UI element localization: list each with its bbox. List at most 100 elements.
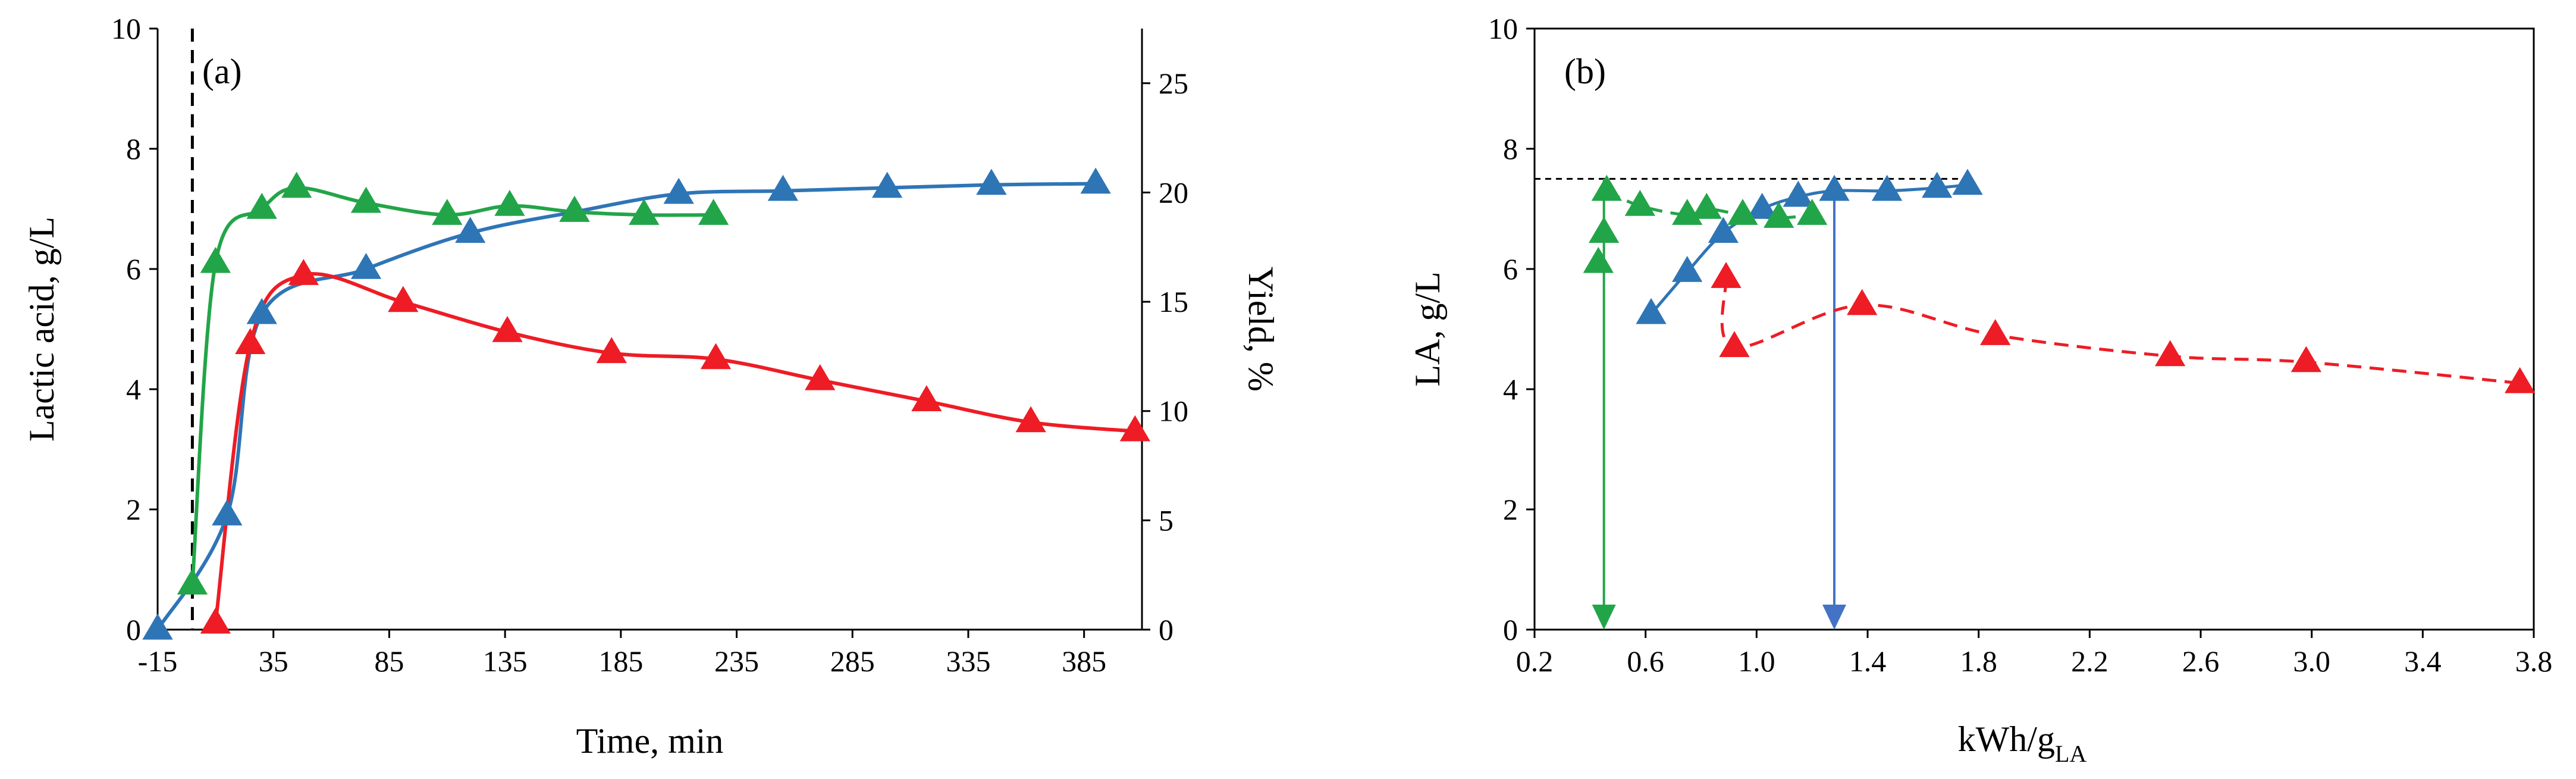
series-red-point	[700, 343, 732, 370]
series-green-point	[494, 189, 525, 216]
series-red-point	[596, 337, 627, 364]
x-tick-label: 285	[830, 645, 875, 678]
series-green-point	[432, 199, 463, 225]
series-red-point	[200, 607, 231, 634]
series-red-point	[1711, 262, 1742, 288]
series-red-point	[2291, 346, 2321, 373]
series-blue-point	[976, 168, 1007, 195]
x-tick-label: -15	[138, 645, 178, 678]
series-green-point	[559, 196, 590, 222]
series-red-point	[911, 385, 942, 411]
x-axis-title-b: kWh/gLA	[1958, 719, 2087, 767]
x-axis-title-subscript: LA	[2055, 740, 2086, 767]
series-blue-point	[1819, 174, 1850, 201]
x-tick-label: 3.0	[2293, 645, 2330, 678]
series-blue-point	[1080, 167, 1111, 194]
series-red-point	[1847, 289, 1878, 315]
series-green-point	[1583, 246, 1614, 273]
series-red-point	[1119, 415, 1150, 442]
plot-frame-b	[1533, 27, 2535, 631]
series-blue-point	[212, 499, 243, 525]
series-green-point	[281, 171, 312, 198]
series-blue-point	[1872, 174, 1903, 201]
x-tick-label: 335	[946, 645, 990, 678]
series-blue-point	[1922, 171, 1953, 198]
x-axis-title-main: kWh/g	[1958, 719, 2055, 759]
y-tick-label: 8	[1503, 132, 1518, 165]
y-tick-label: 0	[126, 613, 141, 646]
y2-axis-title: Yield, %	[1241, 267, 1281, 392]
y-tick-label: 6	[126, 252, 141, 286]
panel-b: 0.2 0.6 1.0 1.4 1.8 2.2 2.6 3.0 3.4 3.8 0 2 4 6 8 10 (b)…	[1408, 12, 2552, 767]
x-tick-label: 1.0	[1738, 645, 1775, 678]
series-green-point	[1727, 199, 1758, 225]
y-axis-title: Lactic acid, g/L	[22, 217, 61, 442]
series-blue-point	[1783, 180, 1813, 207]
series-green-point	[177, 568, 208, 595]
series-green-point	[1624, 189, 1655, 216]
series-green-point	[1591, 174, 1622, 201]
series-red-point	[805, 364, 836, 390]
y-tick-label: 4	[1503, 373, 1518, 406]
series-red-point	[388, 286, 419, 312]
series-blue-point	[1636, 298, 1667, 324]
series-blue-point	[246, 298, 277, 324]
series-red-line	[214, 272, 1135, 624]
series-red-point	[2155, 340, 2186, 367]
series-red-point	[2505, 367, 2536, 393]
x-tick-label: 0.6	[1627, 645, 1664, 678]
y2-tick-label: 20	[1159, 176, 1188, 209]
x-tick-label: 385	[1062, 645, 1106, 678]
series-green-point	[698, 199, 729, 225]
y-tick-label: 2	[1503, 493, 1518, 526]
y-tick-label: 2	[126, 493, 141, 526]
y-tick-label: 8	[126, 132, 141, 165]
y-axis-title-b: LA, g/L	[1408, 271, 1447, 386]
series-red-point	[1980, 319, 2011, 345]
down-arrow-head	[1592, 605, 1616, 630]
series-blue-point	[455, 217, 486, 243]
x-tick-label: 2.2	[2071, 645, 2109, 678]
series-blue-point	[767, 174, 799, 201]
series-green-point	[629, 199, 660, 225]
y-tick-label: 6	[1503, 252, 1518, 286]
series-blue-point	[1708, 217, 1739, 243]
series-blue-point	[1952, 168, 1983, 195]
y2-tick-label: 10	[1159, 395, 1188, 428]
x-tick-label: 3.8	[2515, 645, 2553, 678]
series-blue-point	[350, 253, 382, 279]
down-arrow-head	[1822, 605, 1846, 630]
series-green-point	[1589, 217, 1620, 243]
y2-tick-label: 5	[1159, 503, 1174, 537]
x-tick-label: 85	[374, 645, 404, 678]
x-tick-label: 185	[598, 645, 643, 678]
panel-label-a: (a)	[202, 52, 242, 91]
series-blue-point	[1672, 256, 1703, 282]
panel-label-b: (b)	[1564, 52, 1606, 91]
panel-a: -15 35 85 135 185 235 285 335 385 0 2 4 6 8 10 0 5 10 15 20…	[22, 12, 1281, 761]
series-green-point	[350, 186, 382, 213]
y2-tick-label: 25	[1159, 67, 1188, 100]
x-tick-label: 135	[483, 645, 528, 678]
series-red-point	[1719, 331, 1750, 358]
series-red-point	[235, 328, 266, 354]
series-green-point	[200, 246, 231, 273]
series-red-point	[492, 316, 523, 342]
x-tick-label: 1.4	[1849, 645, 1887, 678]
y-tick-label: 0	[1503, 613, 1518, 646]
y2-tick-label: 15	[1159, 285, 1188, 318]
series-red-line	[1720, 277, 2520, 385]
y2-tick-label: 0	[1159, 613, 1174, 646]
series-red-point	[288, 259, 319, 285]
series-green-point	[1764, 202, 1794, 228]
y-tick-label: 10	[111, 12, 141, 45]
series-green-point	[246, 193, 277, 219]
series-red-point	[1015, 406, 1046, 433]
series-blue-point	[871, 171, 903, 198]
series-green-point	[1691, 193, 1722, 219]
series-blue-point	[1747, 193, 1778, 219]
x-axis-title: Time, min	[576, 721, 724, 761]
y-tick-label: 10	[1488, 12, 1518, 45]
series-green-point	[1797, 199, 1828, 225]
